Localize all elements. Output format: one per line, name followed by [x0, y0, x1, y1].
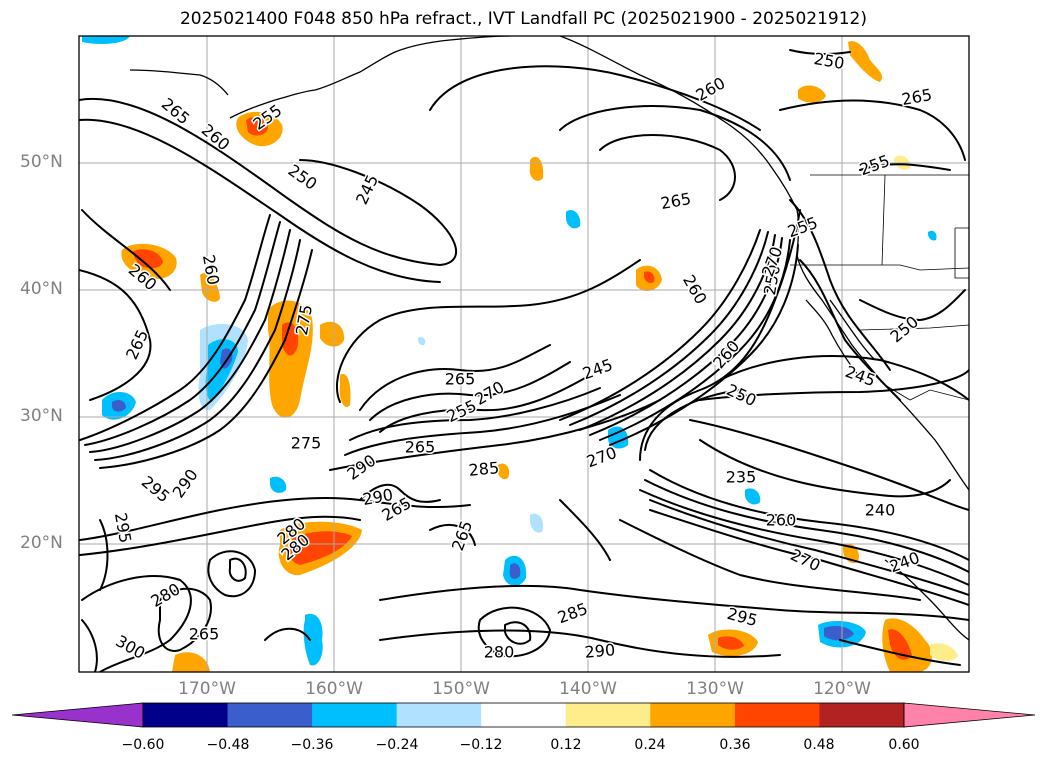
lon-label-170w: 170°W: [178, 679, 236, 699]
contour-label: 265: [445, 370, 476, 389]
map-frame: [78, 35, 970, 673]
colorbar-tick: −0.12: [459, 737, 503, 753]
lon-label-120w: 120°W: [813, 679, 871, 699]
contour-label: 275: [291, 434, 322, 453]
colorbar-swatch: [396, 703, 482, 727]
colorbar-tick: 0.12: [550, 737, 582, 753]
colorbar-extend-low: [11, 702, 144, 728]
colorbar-swatch: [819, 703, 905, 727]
contour-label: 290: [584, 640, 616, 662]
contour-label: 265: [659, 189, 692, 213]
contour-label: 285: [468, 458, 500, 480]
colorbar-tick: 0.24: [634, 737, 666, 753]
lat-label-40n: 40°N: [20, 279, 63, 299]
colorbar-tick: 0.48: [803, 737, 835, 753]
colorbar-swatch: [143, 703, 229, 727]
contour-label: 235: [726, 468, 757, 487]
political-borders: [790, 174, 969, 401]
colorbar: [11, 702, 1036, 728]
refractivity-contours: [79, 49, 969, 672]
colorbar-tick: −0.48: [206, 737, 250, 753]
colorbar-extend-high: [903, 702, 1036, 728]
lat-label-50n: 50°N: [20, 152, 63, 172]
coastline: [129, 36, 969, 641]
map-title: 2025021400 F048 850 hPa refract., IVT La…: [179, 9, 867, 29]
colorbar-tick: 0.60: [888, 737, 920, 753]
colorbar-swatch: [565, 703, 651, 727]
colorbar-swatch: [227, 703, 313, 727]
contour-label: 280: [484, 643, 515, 662]
lon-label-150w: 150°W: [432, 679, 490, 699]
colorbar-swatch: [650, 703, 736, 727]
contour-label: 265: [189, 625, 220, 644]
colorbar-tick: −0.60: [121, 737, 165, 753]
contour-label: 265: [405, 438, 436, 457]
colorbar-swatch: [312, 703, 398, 727]
lat-label-20n: 20°N: [20, 533, 63, 553]
colorbar-tick: −0.36: [290, 737, 334, 753]
contour-label: 260: [766, 511, 797, 530]
colorbar-tick: 0.36: [719, 737, 751, 753]
colorbar-border: [142, 702, 905, 728]
colorbar-swatch: [481, 703, 567, 727]
lat-label-30n: 30°N: [20, 406, 63, 426]
contour-label: 240: [865, 501, 896, 520]
colorbar-tick: −0.24: [375, 737, 419, 753]
colorbar-swatch: [734, 703, 820, 727]
lon-label-130w: 130°W: [686, 679, 744, 699]
lon-label-160w: 160°W: [305, 679, 363, 699]
lon-label-140w: 140°W: [559, 679, 617, 699]
